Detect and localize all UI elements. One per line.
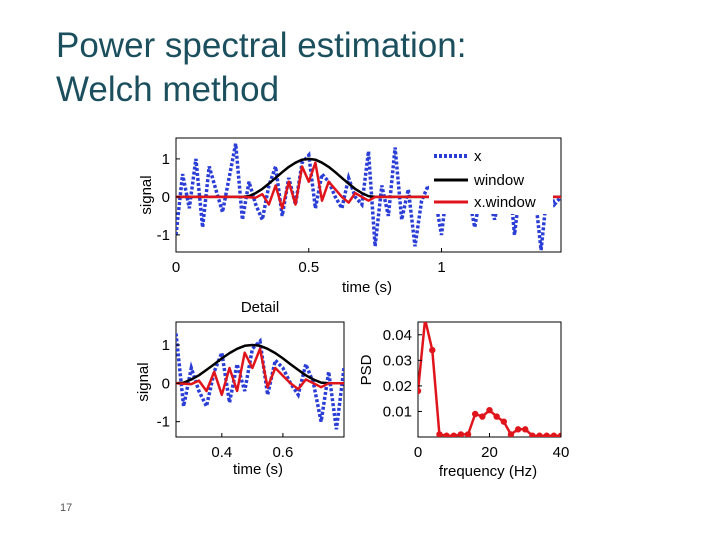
psd-xtick-label-0: 0 [414,444,422,461]
detail-ytick-label-1: 0 [162,375,170,392]
psd-point-15 [522,426,529,433]
top-xtick-label-0: 0 [172,259,180,276]
psd-point-11 [493,413,500,420]
detail-plot: Detail 1 0 -1 0.4 0.6 signal time (s) [135,299,345,478]
top-y-ticks: 1 0 -1 [157,151,180,244]
detail-title: Detail [241,299,279,316]
psd-point-5 [450,432,457,437]
psd-point-8 [472,410,479,418]
psd-point-0 [418,387,422,395]
psd-plot-frame [417,321,562,438]
psd-plot: 0.04 0.03 0.02 0.01 0 20 40 PSD frequency (Hz… [358,321,570,480]
psd-plot-series [418,322,561,437]
psd-point-17 [536,432,543,437]
top-y-axis-label: signal [138,175,155,214]
top-xtick-label-1: 0.5 [298,259,319,276]
detail-ytick-label-0: 1 [162,337,170,354]
psd-point-20 [557,432,561,437]
detail-series-x-window [176,347,344,397]
psd-xtick-label-1: 20 [481,444,498,461]
detail-ytick-label-2: -1 [157,414,170,431]
psd-point-4 [443,432,450,437]
psd-point-13 [507,431,515,437]
detail-series-x [176,333,344,430]
psd-point-3 [436,431,443,437]
top-series-x-window [176,161,561,210]
psd-y-ticks: 0.04 0.03 0.02 0.01 [383,327,422,420]
top-plot-series [176,143,561,251]
psd-point-14 [514,426,522,433]
psd-ytick-label-1: 0.03 [383,352,412,369]
top-x-axis-label: time (s) [342,279,392,296]
legend-label-window: window [473,172,524,189]
detail-xtick-label-0: 0.4 [211,444,232,461]
psd-x-axis-label: frequency (Hz) [439,463,537,480]
psd-ytick-label-0: 0.04 [383,327,412,344]
legend: x window x.window [429,144,553,214]
detail-series-window [176,343,344,385]
psd-point-6 [457,431,465,437]
title-line-1: Power spectral estimation: [56,26,467,65]
top-ytick-label-2: -1 [157,227,170,244]
legend-label-xwindow: x.window [474,194,536,211]
detail-y-ticks: 1 0 -1 [157,337,180,431]
top-plot: 10-1 0 0.5 1 signal time (s) x window x.wi… [138,137,562,296]
psd-ytick-label-3: 0.01 [383,403,412,420]
top-xtick-label-2: 1 [437,259,445,276]
psd-point-7 [464,431,472,437]
detail-plot-series [176,333,344,430]
psd-ytick-label-2: 0.02 [383,378,412,395]
psd-point-10 [486,406,493,414]
psd-x-ticks: 0 20 40 [414,433,570,461]
detail-x-ticks: 0.4 0.6 [211,433,293,461]
detail-y-axis-label: signal [135,362,152,401]
psd-y-axis-label: PSD [358,354,375,385]
psd-point-1 [423,322,428,323]
top-series-window [176,157,561,199]
psd-xtick-label-2: 40 [553,444,570,461]
top-x-ticks: 0 0.5 1 [172,248,446,276]
slide-number: 17 [60,502,73,514]
psd-point-12 [500,418,507,425]
psd-point-18 [543,432,550,437]
psd-point-16 [529,432,536,437]
psd-point-9 [479,413,486,420]
psd-point-19 [550,432,558,437]
detail-xtick-label-1: 0.6 [272,444,293,461]
slide-title: Power spectral estimation: Welch method [56,24,466,112]
detail-x-axis-label: time (s) [233,461,283,478]
legend-label-x: x [474,148,482,165]
top-ytick-label-1: 0 [162,189,170,206]
psd-point-2 [429,346,436,354]
top-ytick-label-0: 1 [162,151,170,168]
title-line-2: Welch method [56,70,280,109]
